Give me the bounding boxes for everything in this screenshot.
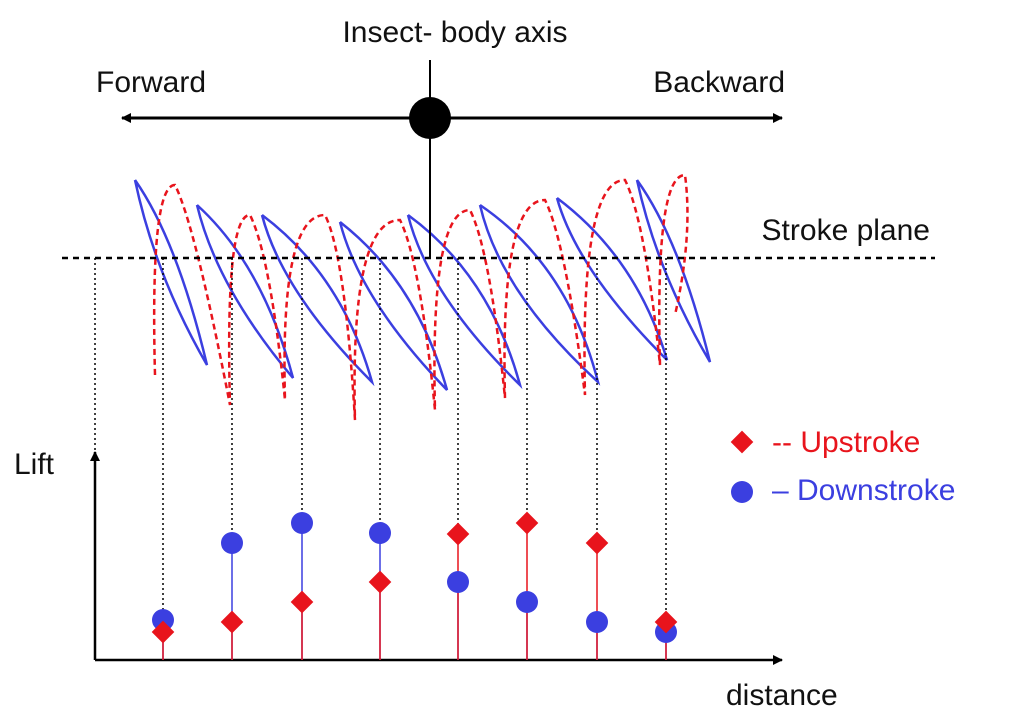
downstroke-marker [152,609,174,631]
upstroke-marker [446,522,470,546]
downstroke-path [338,221,449,391]
downstroke-path [406,213,523,390]
upstroke-marker [220,610,244,634]
stem-plot [151,258,678,660]
downstroke-marker [447,571,469,593]
legend-label: -- Upstroke [772,426,920,459]
legend-marker [731,481,753,503]
y-axis-label: Lift [14,448,55,481]
downstroke-path [555,197,669,361]
upstroke-marker [515,511,539,535]
stroke-plane-label: Stroke plane [762,214,930,247]
downstroke-path [133,179,209,366]
backward-label: Backward [653,66,785,99]
upstroke-marker [654,610,678,634]
upstroke-marker [368,570,392,594]
x-axis-label: distance [726,679,838,712]
downstroke-path [478,203,601,386]
upstroke-path [152,173,689,421]
title: Insect- body axis [342,16,567,49]
downstroke-path [260,214,375,387]
body-joint [409,97,451,139]
downstroke-marker [221,532,243,554]
downstroke-marker [291,512,313,534]
downstroke-marker [586,611,608,633]
legend-marker [730,430,754,454]
legend: -- Upstroke – Downstroke [730,426,955,507]
downstroke-marker [516,591,538,613]
forward-label: Forward [96,66,206,99]
wing-paths [133,173,712,421]
upstroke-marker [585,531,609,555]
legend-label: – Downstroke [772,474,955,507]
downstroke-path [195,204,295,379]
upstroke-marker [290,590,314,614]
downstroke-marker [369,522,391,544]
